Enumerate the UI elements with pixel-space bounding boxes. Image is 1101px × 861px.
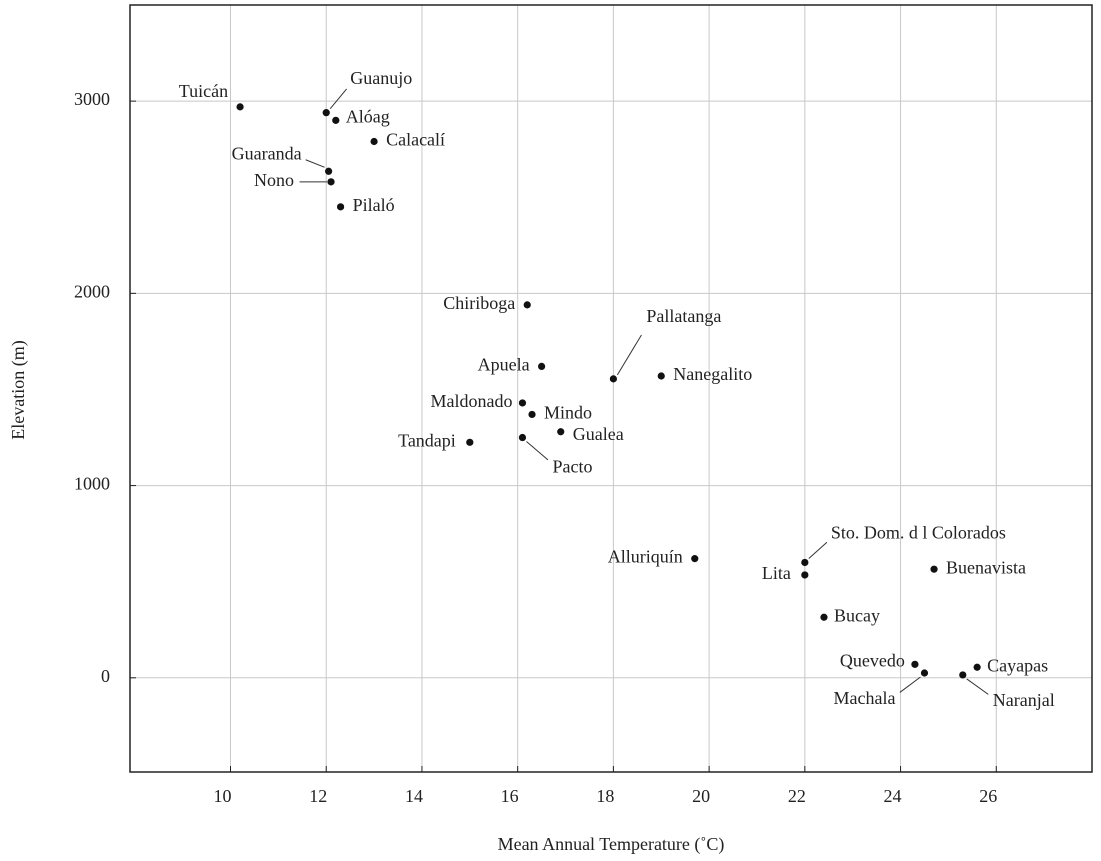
point-label: Naranjal — [993, 690, 1055, 710]
point-label: Cayapas — [987, 655, 1048, 675]
leader-line — [808, 541, 828, 559]
plot-frame — [129, 4, 1093, 773]
point-label: Nanegalito — [673, 364, 752, 384]
point-label: Quevedo — [840, 650, 905, 670]
point — [322, 109, 330, 117]
y-axis-title: Elevation (m) — [8, 340, 29, 439]
leader-line — [616, 334, 642, 376]
point-label: Calacalí — [386, 130, 445, 150]
point-label: Alóag — [346, 106, 390, 126]
point-label: Tandapi — [398, 430, 456, 450]
point-label: Apuela — [478, 355, 530, 375]
point — [518, 433, 527, 442]
point — [236, 103, 244, 111]
point — [691, 555, 699, 563]
point-label: Pallatanga — [646, 306, 721, 326]
x-axis-title: Mean Annual Temperature (˚C) — [498, 834, 725, 855]
point — [657, 372, 665, 380]
point — [801, 558, 809, 567]
point — [538, 362, 546, 370]
point-label: Buenavista — [946, 557, 1026, 577]
y-tick-label: 0 — [101, 666, 110, 686]
x-tick-label: 26 — [979, 786, 997, 806]
point — [959, 671, 967, 679]
x-tick-label: 16 — [501, 786, 519, 806]
point-label: Bucay — [834, 605, 880, 625]
point — [370, 137, 378, 146]
point — [327, 178, 335, 186]
point-label: Alluriquín — [608, 547, 683, 567]
x-tick-label: 14 — [405, 786, 423, 806]
point — [973, 663, 981, 671]
point-label: Guaranda — [232, 143, 302, 163]
y-tick-label: 2000 — [74, 281, 110, 301]
x-tick-label: 22 — [788, 786, 806, 806]
point — [466, 438, 474, 446]
point — [609, 375, 617, 383]
point-label: Guanujo — [350, 68, 412, 88]
leader-line — [526, 441, 549, 461]
leader-line — [899, 676, 921, 693]
point — [332, 116, 340, 124]
point-label: Gualea — [573, 424, 624, 444]
x-tick-label: 18 — [596, 786, 614, 806]
y-tick-label: 3000 — [74, 89, 110, 109]
point-label: Mindo — [544, 403, 592, 423]
point-label: Tuicán — [179, 81, 228, 101]
x-tick-label: 12 — [309, 786, 327, 806]
point — [528, 410, 536, 419]
point-label: Pilaló — [353, 195, 395, 215]
point-label: Maldonado — [430, 391, 512, 411]
point — [820, 613, 828, 621]
point — [801, 571, 809, 579]
x-tick-label: 10 — [214, 786, 232, 806]
point — [557, 428, 565, 436]
point-label: Nono — [254, 170, 294, 190]
point-label: Lita — [762, 563, 791, 583]
point — [523, 301, 531, 309]
x-tick-label: 20 — [692, 786, 710, 806]
point — [911, 660, 919, 668]
leader-line — [305, 159, 325, 168]
point-label: Sto. Dom. d l Colorados — [831, 523, 1006, 543]
point — [336, 203, 345, 211]
point — [920, 669, 929, 677]
point-label: Chiriboga — [443, 293, 515, 313]
leader-line — [329, 88, 348, 109]
point — [518, 399, 527, 407]
x-tick-label: 24 — [884, 786, 902, 806]
point — [325, 167, 333, 175]
point-label: Pacto — [552, 457, 592, 477]
point — [930, 565, 938, 573]
y-tick-label: 1000 — [74, 474, 110, 494]
leader-line — [966, 678, 989, 695]
point-label: Machala — [834, 688, 896, 708]
